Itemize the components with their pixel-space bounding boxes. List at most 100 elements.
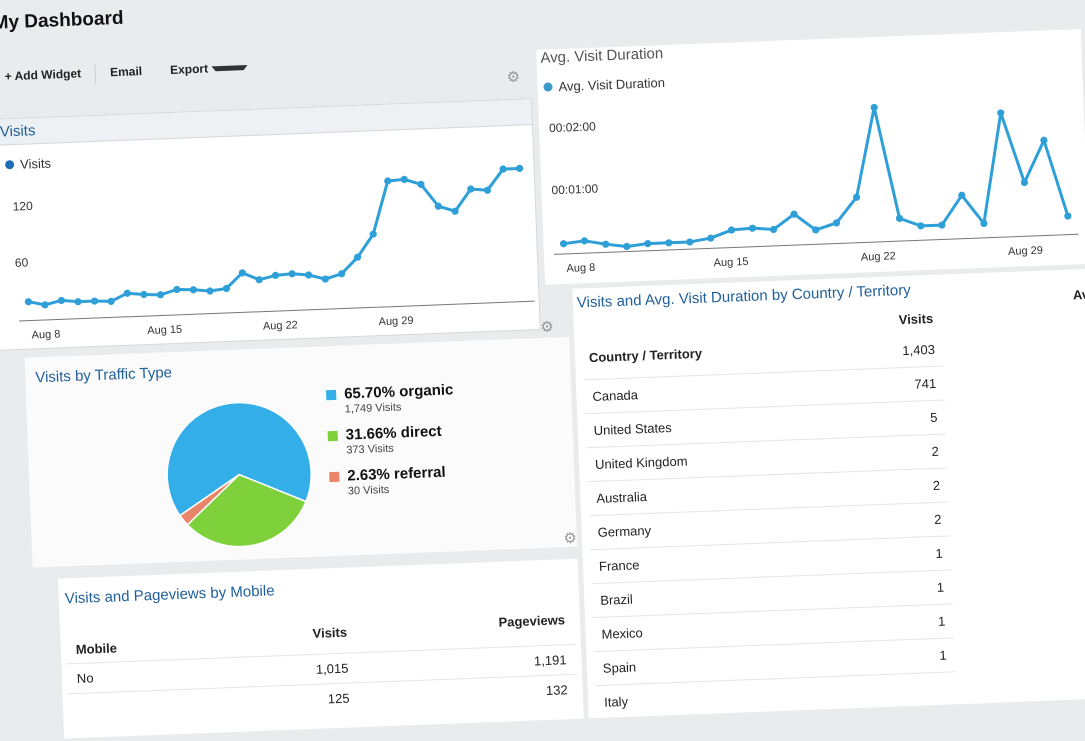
data-point[interactable] [41,301,49,309]
legend-swatch [327,430,338,442]
data-point[interactable] [189,286,197,294]
column-header: Visits [312,624,348,641]
data-point[interactable] [156,291,165,299]
data-point[interactable] [602,240,610,248]
data-point[interactable] [580,237,589,245]
data-point[interactable] [238,269,246,277]
data-point[interactable] [57,296,66,305]
data-point[interactable] [321,275,329,283]
visits-cell: 5 [833,399,947,439]
visits-widget: Visits ⚙ Visits 60 120 Aug 8 Aug 15 Aug 22 Au… [0,69,541,351]
data-point[interactable] [870,103,878,112]
data-point[interactable] [790,210,798,218]
legend-swatch [326,389,337,401]
data-point[interactable] [958,191,966,199]
data-point[interactable] [353,253,362,261]
data-point[interactable] [938,221,946,229]
data-point[interactable] [623,242,631,251]
data-point[interactable] [255,276,263,284]
x-tick-label: Aug 15 [147,324,182,337]
data-point[interactable] [1020,178,1029,187]
pie-slice[interactable] [164,400,312,517]
data-point[interactable] [499,165,507,173]
export-label: Export [169,61,209,77]
pie-slice[interactable] [186,472,308,549]
gear-icon[interactable]: ⚙ [506,68,521,87]
data-point[interactable] [140,290,148,299]
visits-cell: 1 [842,637,956,677]
x-tick-label: Aug 29 [1008,245,1043,258]
data-point[interactable] [748,224,757,232]
legend-item[interactable]: 31.66% direct 373 Visits [327,422,455,457]
data-point[interactable] [997,109,1005,117]
email-button[interactable]: Email [109,64,143,80]
legend-dot-icon [543,82,553,92]
column-header: Av [1072,286,1085,303]
data-point[interactable] [769,225,778,234]
gear-icon[interactable]: ⚙ [539,318,555,336]
traffic-pie-chart [164,400,312,549]
data-point[interactable] [1064,212,1072,220]
data-point[interactable] [895,214,904,222]
data-point[interactable] [483,186,491,194]
pie-slice[interactable] [178,474,241,526]
data-point[interactable] [852,193,861,201]
data-point[interactable] [467,185,475,193]
data-point[interactable] [107,297,115,305]
data-point[interactable] [288,270,296,278]
visits-cell [844,671,957,710]
avg-legend-label: Avg. Visit Duration [558,75,666,95]
data-point[interactable] [812,226,820,234]
avg-legend: Avg. Visit Duration [543,75,665,95]
avg-line-chart: 00:01:00 00:02:00 Aug 8 Aug 15 Aug 22 Aug 29 [549,103,1079,275]
data-point[interactable] [1040,136,1048,144]
data-point[interactable] [206,287,214,295]
mobile-cell [67,687,223,724]
data-point[interactable] [832,219,841,227]
add-widget-button[interactable]: + Add Widget [4,66,82,84]
export-button[interactable]: Export [156,59,262,77]
traffic-widget-title: Visits by Traffic Type [34,364,173,387]
x-axis [19,300,535,322]
data-point[interactable] [686,238,694,246]
data-point[interactable] [434,202,442,210]
data-point[interactable] [338,270,346,278]
visits-cell: 1 [838,535,952,575]
chevron-down-icon [211,65,249,72]
data-point[interactable] [123,289,131,297]
y-tick-label: 120 [12,199,33,214]
data-point[interactable] [90,297,99,305]
legend-item[interactable]: 65.70% organic 1,749 Visits [326,381,454,416]
data-point[interactable] [451,207,459,215]
data-point[interactable] [222,284,231,293]
gear-icon[interactable]: ⚙ [563,529,578,548]
data-point[interactable] [271,271,280,279]
data-point[interactable] [516,164,524,172]
data-point[interactable] [305,271,313,279]
data-point[interactable] [400,175,408,183]
y-tick-label: 60 [15,255,29,270]
data-point[interactable] [917,222,925,230]
x-tick-label: Aug 8 [31,328,60,341]
data-point[interactable] [24,298,32,306]
column-header: Visits [898,310,934,328]
data-point[interactable] [559,240,568,248]
data-point[interactable] [369,230,377,238]
visits-cell: 1 [840,569,953,609]
series-line [563,105,1070,248]
data-point[interactable] [665,239,673,247]
data-point[interactable] [74,298,82,306]
mobile-widget-title: Visits and Pageviews by Mobile [64,582,275,608]
data-point[interactable] [707,234,715,242]
visits-cell: 1 [841,603,954,643]
data-point[interactable] [727,226,736,234]
data-point[interactable] [384,177,392,185]
visits-cell: 741 [832,366,945,405]
data-point[interactable] [173,285,181,294]
data-point[interactable] [417,180,425,188]
data-point[interactable] [644,239,652,248]
legend-item[interactable]: 2.63% referral 30 Visits [329,463,457,498]
data-point[interactable] [980,219,988,228]
x-axis [553,233,1079,255]
